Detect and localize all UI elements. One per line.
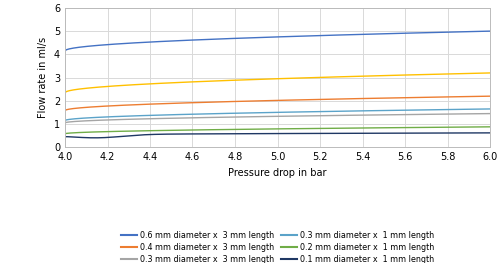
Legend: 0.6 mm diameter x  3 mm length, 0.4 mm diameter x  3 mm length, 0.3 mm diameter : 0.6 mm diameter x 3 mm length, 0.4 mm di… — [118, 228, 438, 263]
Y-axis label: Flow rate in ml/s: Flow rate in ml/s — [38, 37, 48, 118]
X-axis label: Pressure drop in bar: Pressure drop in bar — [228, 168, 327, 178]
